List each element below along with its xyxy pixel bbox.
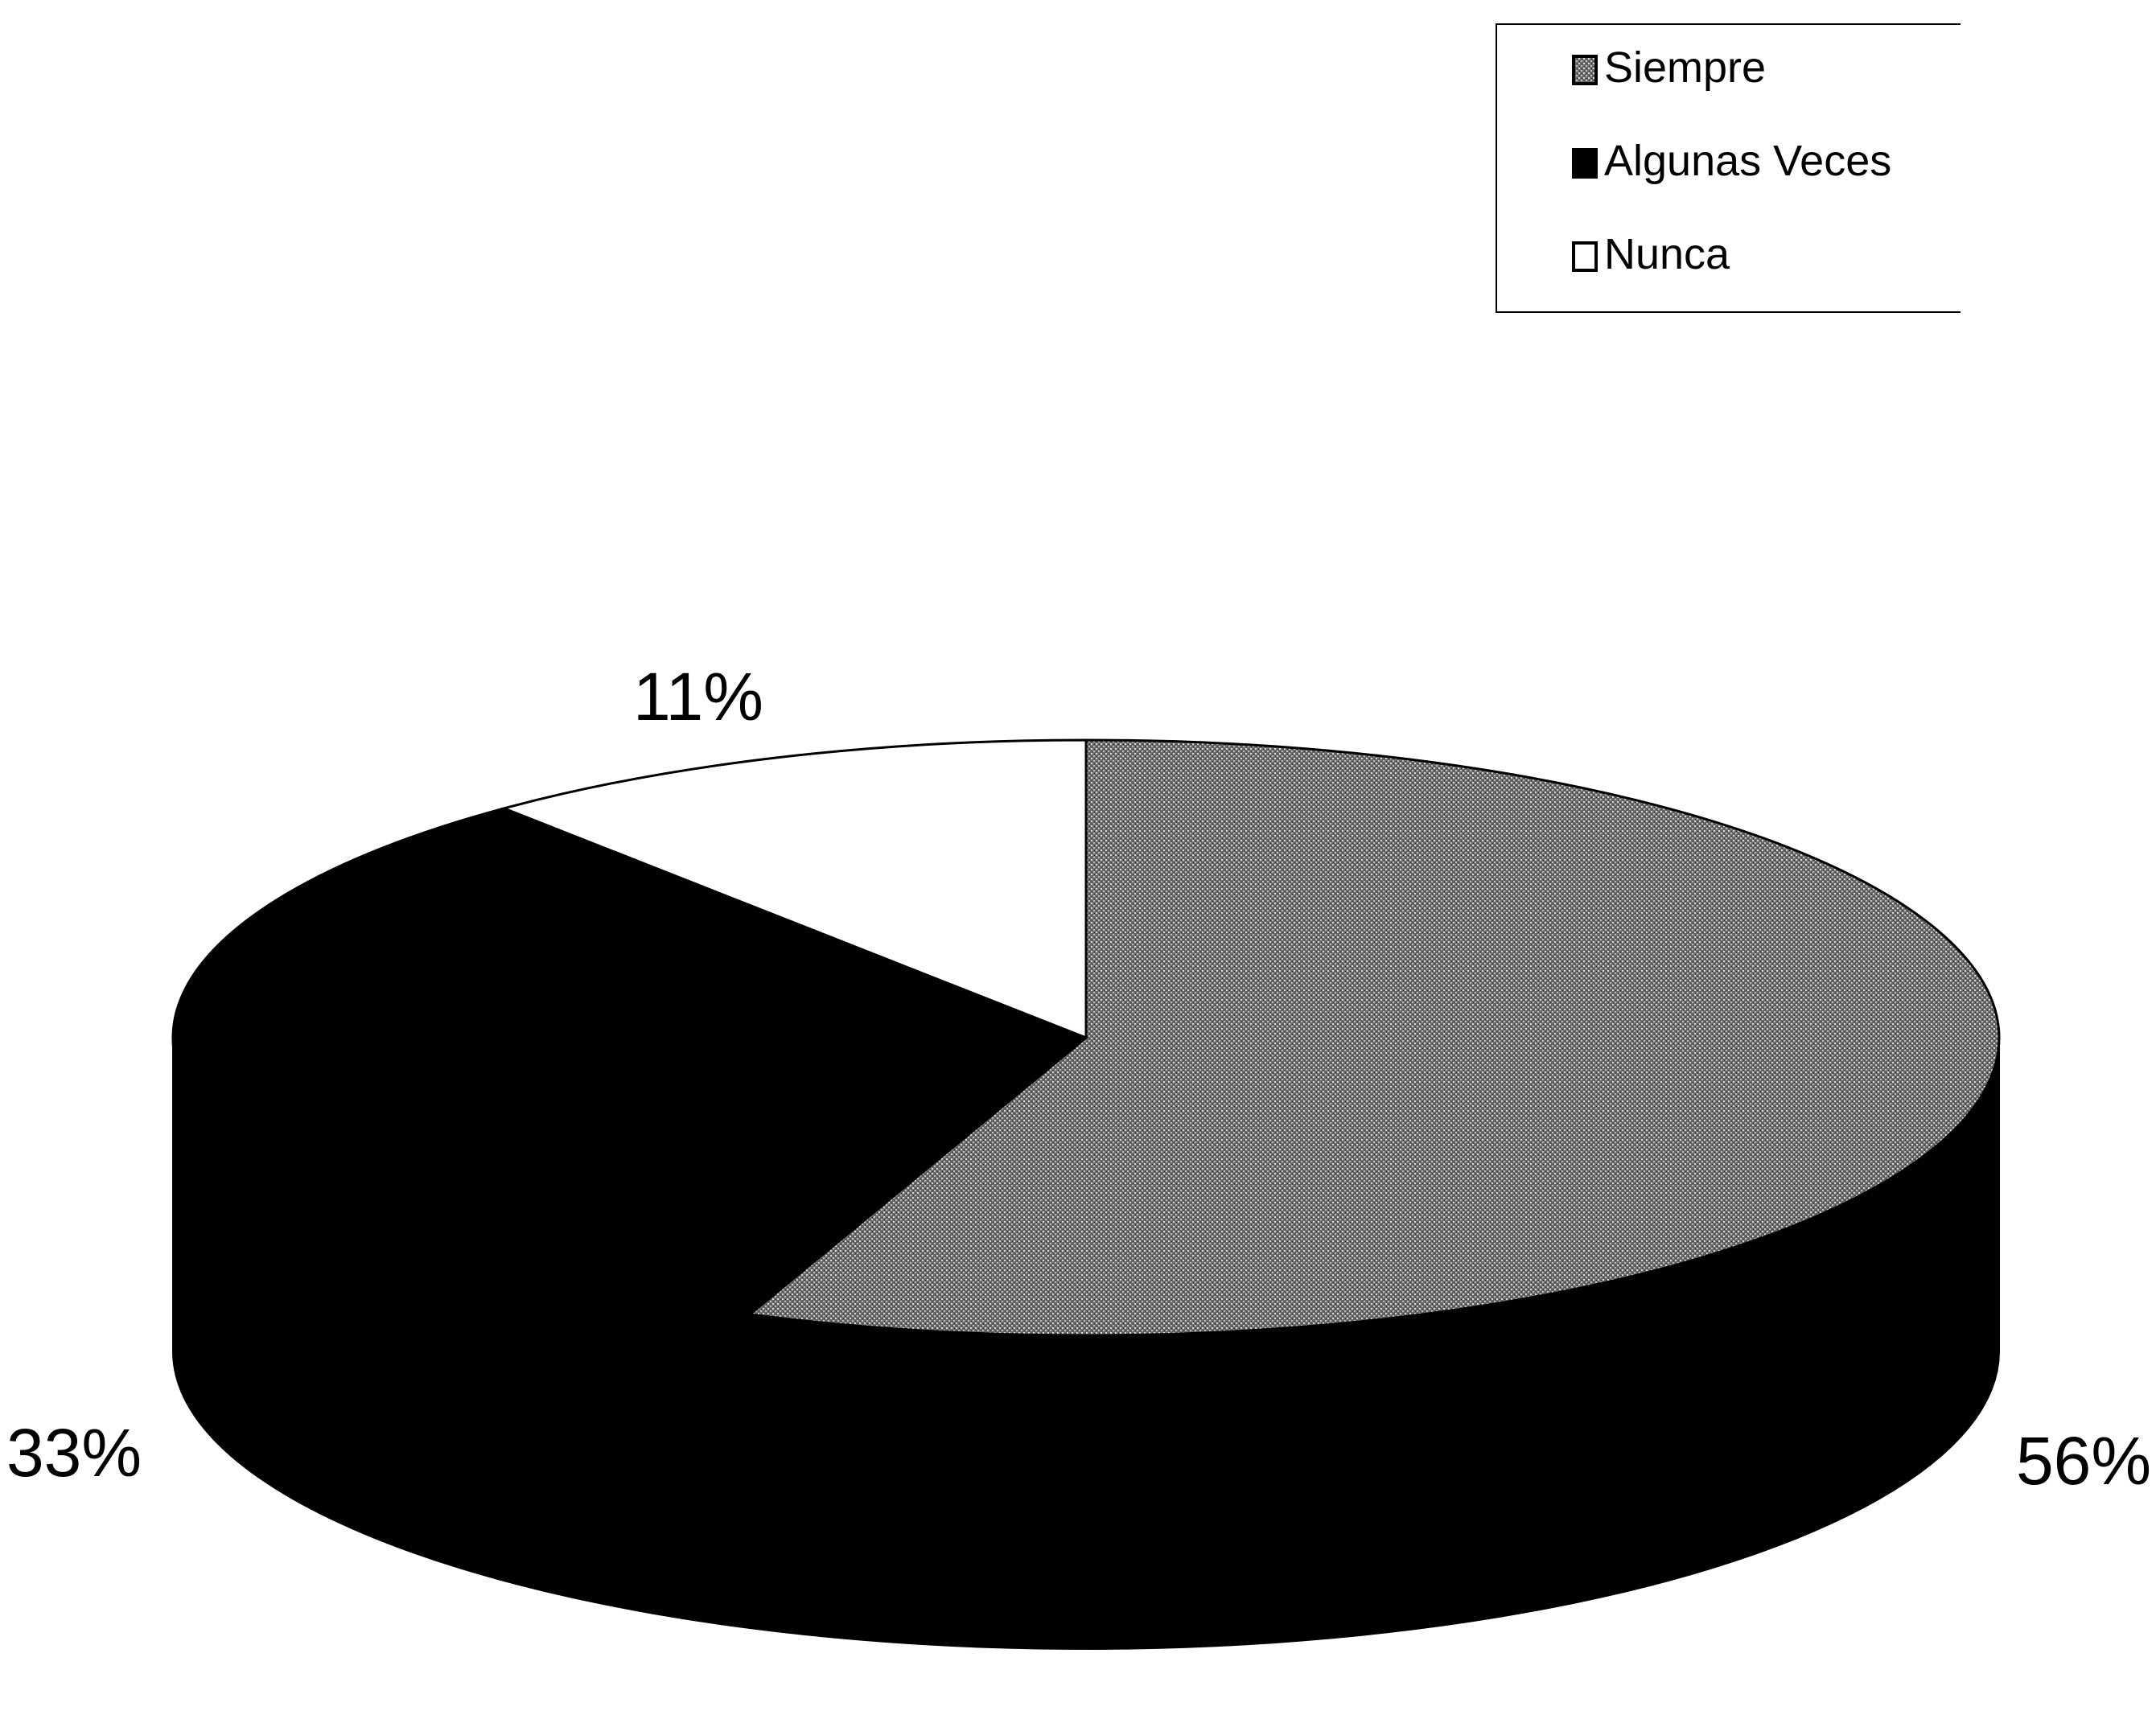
slice-siempre xyxy=(747,738,2001,1337)
data-labels-layer: 56% 33% 11% xyxy=(6,659,2151,1499)
slices-layer xyxy=(171,738,2001,1650)
legend-label-nunca: Nunca xyxy=(1604,230,1730,278)
data-label-nunca: 11% xyxy=(633,659,763,734)
legend-swatch-algunas-veces xyxy=(1572,148,1598,179)
slice-nunca xyxy=(500,738,1088,1040)
data-label-siempre: 56% xyxy=(2016,1423,2151,1499)
legend-label-siempre: Siempre xyxy=(1604,43,1766,92)
legend-swatch-nunca xyxy=(1572,241,1598,272)
slice-algunas-veces xyxy=(171,807,1088,1316)
data-label-algunas-veces: 33% xyxy=(6,1415,142,1491)
legend: Siempre Algunas Veces Nunca xyxy=(1496,23,1965,314)
legend-swatch-siempre xyxy=(1572,55,1598,85)
legend-label-algunas-veces: Algunas Veces xyxy=(1604,137,1891,185)
